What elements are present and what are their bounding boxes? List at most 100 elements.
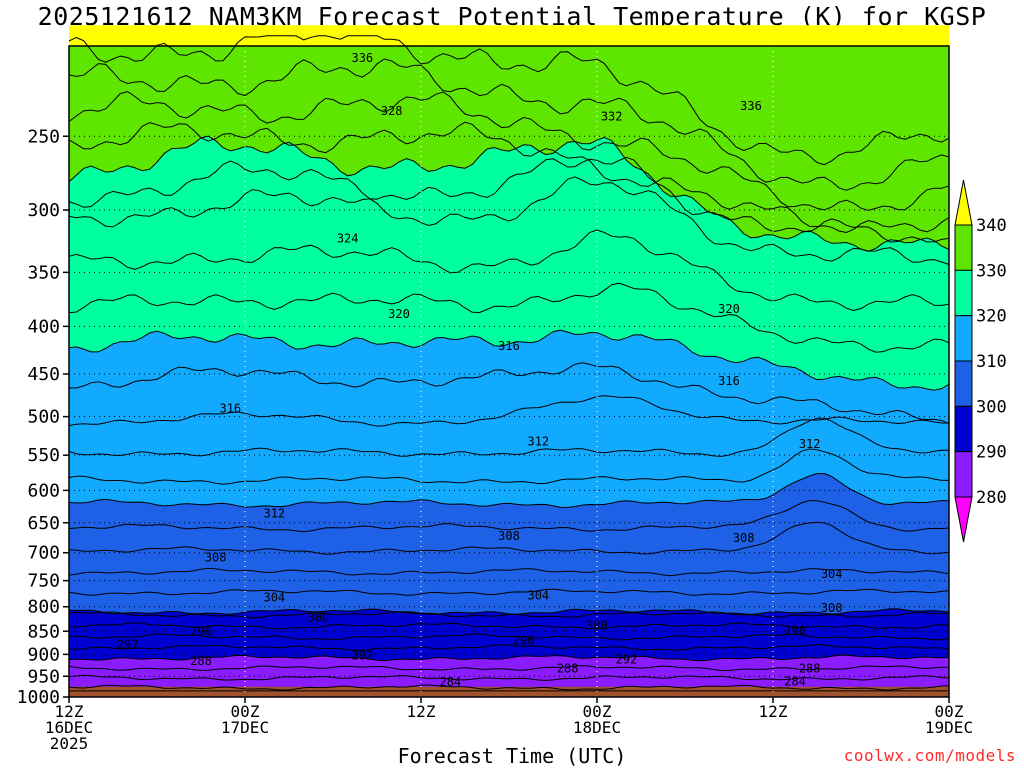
x-tick-label: 17DEC [221,718,269,737]
colorbar-swatch [954,360,973,407]
isentrope-line [68,654,950,662]
colorbar-label: 300 [976,397,1007,417]
contour-label: 328 [381,104,403,118]
y-tick-label: 450 [27,364,60,385]
contour-label: 336 [351,51,373,65]
y-tick-label: 800 [27,597,60,618]
contour-label: 304 [263,591,285,605]
contour-label: 284 [784,674,806,688]
x-tick-label: 19DEC [925,718,973,737]
x-tick-label: 2025 [50,734,89,753]
contour-label: 288 [190,654,212,668]
y-tick-label: 250 [27,126,60,147]
x-tick-label: 12Z [759,702,788,721]
isentrope-line [68,521,950,555]
isentrope-line [68,35,950,166]
y-tick-label: 700 [27,543,60,564]
x-axis-label: Forecast Time (UTC) [397,744,627,768]
credit-text: coolwx.com/models [843,746,1016,765]
band-fill [69,46,949,252]
isentrope-line [68,622,950,630]
contour-label: 292 [615,653,637,667]
contour-label: 308 [733,531,755,545]
contour-label: 304 [821,567,843,581]
isentrope-line [68,176,950,265]
contour-label: 296 [784,623,806,637]
contour-label: 292 [117,637,139,651]
y-axis: 2503003504004505005506006507007508008509… [17,126,69,708]
isentrope-line [68,588,950,596]
contour-label: 336 [740,99,762,113]
contour-label: 292 [351,648,373,662]
isentrope-line [68,329,950,391]
contour-label: 288 [799,662,821,676]
contour-labels: 336 336 332 328 324 320 320 316 316 316 312 312 312 3… [117,51,843,689]
contour-label: 288 [557,662,579,676]
isentrope-line [68,91,950,211]
contour-label: 316 [498,339,520,353]
colorbar-swatch [954,224,973,271]
fill-bands [69,25,949,697]
contour-label: 312 [263,506,285,520]
isentrope-line [68,684,950,691]
isentrope-line [68,395,950,427]
contour-label: 312 [527,435,549,449]
colorbar-swatch [954,269,973,317]
isentrope-line [68,674,950,681]
colorbar-label: 340 [976,216,1007,236]
colorbar-label: 280 [976,488,1007,508]
isentrope-line [68,633,950,641]
x-tick-label: 16DEC [45,718,93,737]
contour-label: 300 [821,601,843,615]
contour-label: 300 [586,619,608,633]
contour-label: 324 [337,232,359,246]
y-tick-label: 400 [27,316,60,337]
plot-frame [68,45,950,698]
contour-label: 300 [307,611,329,625]
y-tick-label: 300 [27,200,60,221]
isentrope-line [68,282,950,353]
terrain-fill [69,686,949,697]
x-tick-label: 12Z [407,702,436,721]
colorbar-max-arrow [954,179,973,226]
colorbar-swatch [954,315,973,362]
isentrope-line [68,229,950,312]
colorbar: 340 330 320 310 300 290 280 [954,179,1007,543]
contour-label: 320 [718,302,740,316]
contour-label: 284 [439,675,461,689]
contour-label: 296 [513,634,535,648]
colorbar-label: 330 [976,261,1007,281]
colorbar-swatch [954,405,973,453]
isentrope-line [68,58,950,191]
x-tick-label: 00Z [583,702,612,721]
isentrope-line [68,499,950,533]
isentrope-line [68,448,949,485]
contour-label: 308 [498,529,520,543]
y-tick-label: 500 [27,407,60,428]
x-tick-label: 18DEC [573,718,621,737]
y-tick-label: 850 [27,621,60,642]
isentrope-line [68,362,950,425]
colorbar-min-arrow [954,496,973,543]
contour-label: 316 [718,374,740,388]
isentrope-line [68,156,950,243]
y-tick-label: 550 [27,445,60,466]
y-tick-label: 650 [27,513,60,534]
x-tick-label: 00Z [935,702,964,721]
y-tick-label: 350 [27,262,60,283]
contour-label: 332 [601,109,623,123]
colorbar-label: 310 [976,352,1007,372]
colorbar-swatch [954,451,973,498]
y-tick-label: 1000 [17,687,60,708]
isentrope-line [68,121,950,234]
y-tick-label: 600 [27,480,60,501]
contour-lines [68,35,950,692]
contour-label: 312 [799,437,821,451]
isentrope-line [68,644,950,651]
isentrope-line [68,135,950,252]
band-fill [69,25,949,46]
colorbar-label: 320 [976,307,1007,327]
isentrope-line [68,611,950,619]
